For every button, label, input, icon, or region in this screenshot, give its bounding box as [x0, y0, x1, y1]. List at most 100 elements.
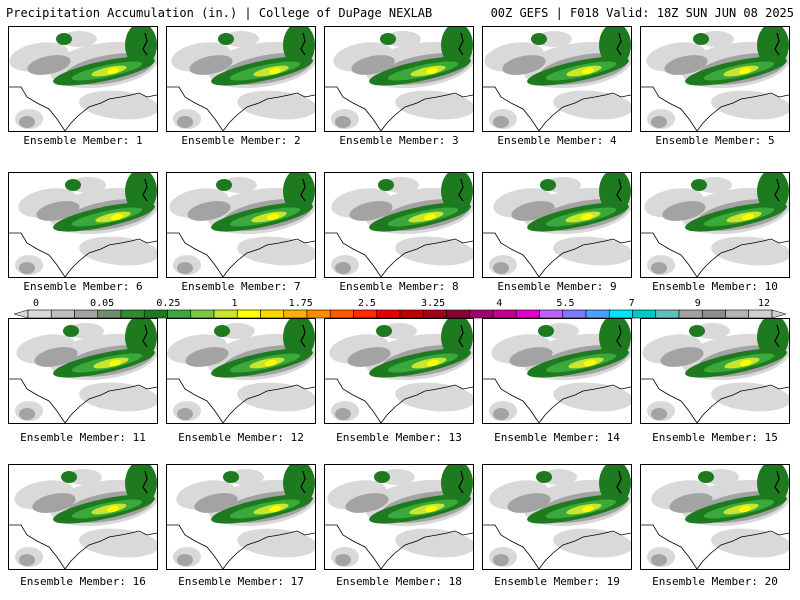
ensemble-member-label: Ensemble Member: 6	[23, 280, 143, 293]
valid-time-title: 00Z GEFS | F018 Valid: 18Z SUN JUN 08 20…	[490, 6, 794, 20]
colorbar-swatch	[27, 309, 52, 319]
precipitation-map-field	[167, 465, 315, 569]
colorbar-swatch	[329, 309, 354, 319]
ensemble-member-map	[8, 26, 158, 132]
colorbar-swatch	[353, 309, 378, 319]
ensemble-member-label: Ensemble Member: 20	[652, 575, 778, 588]
ensemble-member-map	[8, 318, 158, 424]
colorbar-swatch	[725, 309, 750, 319]
colorbar-swatch	[120, 309, 145, 319]
precipitation-map-field	[483, 465, 631, 569]
colorbar-swatch	[701, 309, 726, 319]
precipitation-colorbar: 0 0.05 0.25 1 1.75 2.5 3.25 4 5.5 7 9 12	[14, 298, 786, 319]
colorbar-swatch	[283, 309, 308, 319]
precipitation-map-field	[325, 173, 473, 277]
colorbar-swatch	[306, 309, 331, 319]
colorbar-swatch	[585, 309, 610, 319]
colorbar-swatch	[376, 309, 401, 319]
precipitation-map-field	[325, 319, 473, 423]
ensemble-member-map	[166, 318, 316, 424]
ensemble-member-label: Ensemble Member: 14	[494, 431, 620, 444]
precipitation-map-field	[325, 27, 473, 131]
colorbar-swatch	[97, 309, 122, 319]
ensemble-member-label: Ensemble Member: 3	[339, 134, 459, 147]
ensemble-member-label: Ensemble Member: 10	[652, 280, 778, 293]
colorbar-swatch	[655, 309, 680, 319]
precipitation-map-field	[483, 173, 631, 277]
colorbar-swatch	[492, 309, 517, 319]
ensemble-member-map	[640, 464, 790, 570]
ensemble-member-map	[482, 26, 632, 132]
ensemble-member-label: Ensemble Member: 16	[20, 575, 146, 588]
colorbar-swatch	[608, 309, 633, 319]
precipitation-map-field	[641, 27, 789, 131]
colorbar-swatch	[539, 309, 564, 319]
colorbar-swatch	[143, 309, 168, 319]
colorbar-tick-label: 2.5	[358, 298, 376, 309]
colorbar-tick-label: 3.25	[421, 298, 445, 309]
colorbar-tick-label: 0.25	[156, 298, 180, 309]
colorbar-swatch	[167, 309, 192, 319]
colorbar-tick-label: 5.5	[556, 298, 574, 309]
map-title: Precipitation Accumulation (in.) | Colle…	[6, 6, 433, 20]
colorbar-tick-label: 9	[695, 298, 701, 309]
ensemble-member-map	[640, 172, 790, 278]
ensemble-member-label: Ensemble Member: 7	[181, 280, 301, 293]
ensemble-member-label: Ensemble Member: 11	[20, 431, 146, 444]
ensemble-member-map	[482, 172, 632, 278]
ensemble-member-map	[324, 464, 474, 570]
colorbar-swatch	[515, 309, 540, 319]
ensemble-member-map	[640, 26, 790, 132]
colorbar-swatch	[213, 309, 238, 319]
precipitation-map-field	[9, 173, 157, 277]
colorbar-swatch	[748, 309, 773, 319]
colorbar-swatch	[446, 309, 471, 319]
colorbar-swatch	[260, 309, 285, 319]
colorbar-tick-label: 0	[33, 298, 39, 309]
ensemble-member-label: Ensemble Member: 1	[23, 134, 143, 147]
colorbar-swatch	[50, 309, 75, 319]
ensemble-member-label: Ensemble Member: 17	[178, 575, 304, 588]
colorbar-swatch	[469, 309, 494, 319]
ensemble-member-map	[166, 26, 316, 132]
ensemble-member-label: Ensemble Member: 19	[494, 575, 620, 588]
ensemble-member-map	[482, 318, 632, 424]
ensemble-member-map	[324, 172, 474, 278]
precipitation-map-field	[483, 319, 631, 423]
precipitation-map-field	[483, 27, 631, 131]
ensemble-member-label: Ensemble Member: 18	[336, 575, 462, 588]
colorbar-swatch	[190, 309, 215, 319]
precipitation-map-field	[641, 319, 789, 423]
ensemble-member-map	[166, 172, 316, 278]
ensemble-member-label: Ensemble Member: 15	[652, 431, 778, 444]
colorbar-swatch	[562, 309, 587, 319]
ensemble-member-map	[482, 464, 632, 570]
colorbar-tick-label: 1.75	[289, 298, 313, 309]
colorbar-tick-label: 12	[758, 298, 770, 309]
precipitation-map-field	[167, 173, 315, 277]
precipitation-map-field	[167, 319, 315, 423]
precipitation-map-field	[9, 319, 157, 423]
ensemble-member-map	[324, 318, 474, 424]
colorbar-swatch	[74, 309, 99, 319]
ensemble-member-map	[8, 464, 158, 570]
ensemble-member-map	[166, 464, 316, 570]
precipitation-map-field	[9, 27, 157, 131]
colorbar-tick-label: 0.05	[90, 298, 114, 309]
colorbar-tick-label: 4	[496, 298, 502, 309]
ensemble-member-map	[324, 26, 474, 132]
colorbar-swatch	[236, 309, 261, 319]
precipitation-map-field	[325, 465, 473, 569]
ensemble-member-label: Ensemble Member: 4	[497, 134, 617, 147]
colorbar-swatch	[632, 309, 657, 319]
colorbar-swatch	[422, 309, 447, 319]
colorbar-swatch	[399, 309, 424, 319]
colorbar-right-arrow	[771, 309, 786, 319]
ensemble-member-label: Ensemble Member: 5	[655, 134, 775, 147]
ensemble-member-label: Ensemble Member: 9	[497, 280, 617, 293]
precipitation-map-field	[641, 173, 789, 277]
ensemble-member-label: Ensemble Member: 12	[178, 431, 304, 444]
precipitation-map-field	[641, 465, 789, 569]
precipitation-map-field	[9, 465, 157, 569]
ensemble-member-map	[640, 318, 790, 424]
